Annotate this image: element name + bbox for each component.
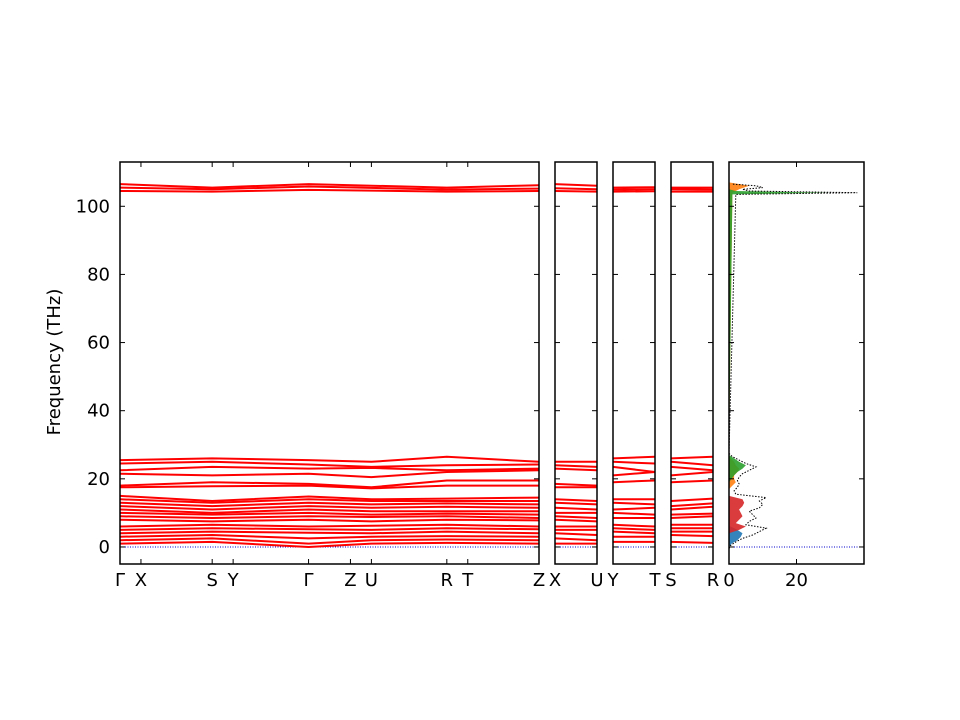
band-line xyxy=(613,527,655,531)
x-tick-label: 0 xyxy=(723,570,734,591)
x-tick-label: R xyxy=(441,570,454,591)
band-line xyxy=(555,482,597,487)
panel-4-content xyxy=(729,182,864,549)
panel-frame xyxy=(612,161,656,565)
band-line xyxy=(671,455,713,460)
x-tick-label: Z xyxy=(344,570,356,591)
band-line xyxy=(120,505,539,511)
band-line xyxy=(120,501,539,508)
band-line xyxy=(555,515,597,519)
band-line xyxy=(120,185,539,191)
band-line xyxy=(120,479,539,489)
band-line xyxy=(120,515,539,520)
band-line xyxy=(613,465,655,473)
band-line xyxy=(120,523,539,528)
x-tick-label: U xyxy=(590,570,603,591)
panel-1-content xyxy=(555,183,597,548)
partial-dos-fill xyxy=(729,189,831,483)
band-line xyxy=(120,455,539,463)
x-tick-label: Y xyxy=(607,570,620,591)
band-line xyxy=(555,498,597,502)
band-line xyxy=(671,534,713,538)
panel-2-content xyxy=(613,186,655,548)
x-tick-label: X xyxy=(549,570,561,591)
band-line xyxy=(671,479,713,484)
band-line xyxy=(120,540,539,549)
band-line xyxy=(555,187,597,191)
partial-dos-fill xyxy=(729,495,746,534)
x-tick-label: Y xyxy=(227,570,240,591)
band-line xyxy=(555,518,597,523)
panel-frame xyxy=(554,161,598,565)
band-line xyxy=(613,455,655,460)
x-tick-label: T xyxy=(649,570,662,591)
x-tick-label: S xyxy=(665,570,676,591)
band-line xyxy=(671,502,713,508)
band-line xyxy=(613,471,655,477)
band-line xyxy=(671,512,713,516)
y-axis-label: Frequency (THz) xyxy=(44,289,65,436)
panel-0-content xyxy=(120,183,539,549)
band-line xyxy=(120,188,539,193)
x-tick-label: Z xyxy=(533,570,545,591)
panel-frame xyxy=(119,161,540,565)
x-tick-label: 20 xyxy=(785,570,808,591)
band-line xyxy=(120,511,539,516)
band-line xyxy=(613,506,655,511)
band-line xyxy=(120,460,539,468)
band-line xyxy=(120,508,539,514)
band-line xyxy=(555,506,597,511)
band-line xyxy=(120,533,539,540)
y-tick-label: 40 xyxy=(87,401,110,422)
band-line xyxy=(120,518,539,523)
partial-dos-fill xyxy=(729,182,750,490)
band-line xyxy=(671,460,713,467)
panel-frame xyxy=(670,161,714,565)
band-line xyxy=(555,190,597,193)
band-line xyxy=(120,498,539,504)
x-tick-label: T xyxy=(461,570,474,591)
band-line xyxy=(555,467,597,472)
y-tick-label: 60 xyxy=(87,333,110,354)
panel-3-content xyxy=(671,186,713,548)
band-line xyxy=(120,484,539,490)
band-line xyxy=(555,501,597,506)
x-tick-label: S xyxy=(206,570,217,591)
y-tick-label: 0 xyxy=(99,537,110,558)
band-line xyxy=(671,515,713,519)
band-line xyxy=(120,183,539,189)
x-tick-label: Γ xyxy=(115,570,125,591)
band-line xyxy=(120,537,539,545)
band-line xyxy=(555,183,597,187)
band-line xyxy=(613,511,655,516)
band-line xyxy=(120,494,539,503)
band-line xyxy=(555,464,597,468)
total-dos-line xyxy=(729,183,858,549)
band-line xyxy=(613,501,655,506)
band-line xyxy=(120,469,539,479)
y-tick-label: 20 xyxy=(87,469,110,490)
band-line xyxy=(671,471,713,477)
x-tick-label: R xyxy=(707,570,720,591)
y-tick-label: 80 xyxy=(87,264,110,285)
x-tick-label: X xyxy=(135,570,147,591)
band-line xyxy=(613,530,655,535)
panel-frame xyxy=(728,161,865,565)
band-line xyxy=(613,523,655,528)
band-line xyxy=(671,540,713,544)
x-tick-label: Γ xyxy=(304,570,314,591)
band-line xyxy=(555,532,597,536)
band-line xyxy=(613,479,655,484)
band-line xyxy=(671,497,713,502)
band-line xyxy=(555,537,597,542)
y-tick-label: 100 xyxy=(76,196,110,217)
x-tick-label: U xyxy=(365,570,378,591)
band-line xyxy=(671,465,713,472)
band-line xyxy=(120,465,539,472)
band-line xyxy=(120,530,539,535)
band-line xyxy=(120,527,539,531)
band-line xyxy=(671,505,713,511)
band-line xyxy=(613,460,655,465)
